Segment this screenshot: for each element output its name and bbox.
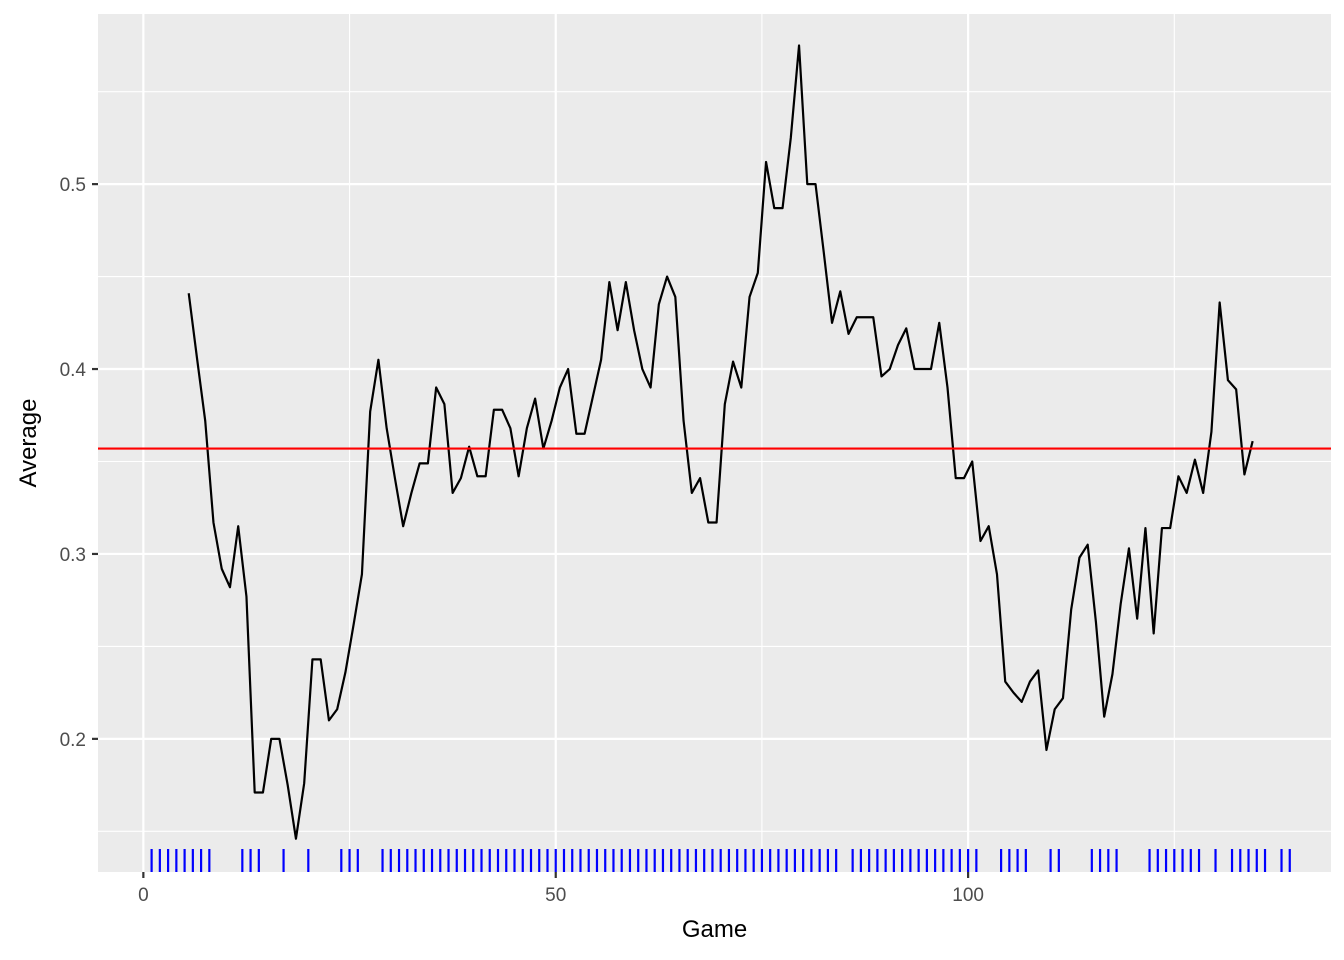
x-axis-ticks: 0 50 100 — [138, 872, 984, 906]
series-line — [187, 44, 1254, 840]
y-tick-label: 0.3 — [60, 545, 86, 566]
x-tick-label: 50 — [545, 885, 566, 906]
y-axis-title: Average — [15, 399, 42, 488]
minor-grid — [98, 14, 1331, 872]
x-axis-title: Game — [682, 916, 747, 943]
major-grid — [98, 14, 1331, 872]
y-tick-label: 0.2 — [60, 730, 86, 751]
plot-panel — [98, 14, 1331, 872]
rug-marks — [150, 849, 1291, 872]
x-tick-label: 0 — [138, 885, 149, 906]
y-tick-label: 0.5 — [60, 175, 86, 196]
y-axis-ticks: 0.2 0.3 0.4 0.5 — [60, 175, 98, 751]
x-tick-label: 100 — [952, 885, 984, 906]
y-tick-label: 0.4 — [60, 360, 87, 381]
